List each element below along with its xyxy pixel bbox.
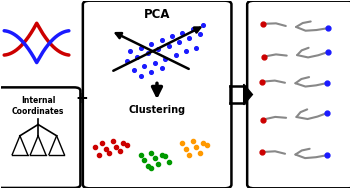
Point: [96, 153, 101, 156]
Point: [159, 67, 164, 70]
Point: [138, 153, 143, 156]
Point: [180, 31, 185, 34]
Point: [110, 140, 115, 143]
Point: [124, 144, 130, 147]
Point: [148, 166, 154, 169]
Point: [117, 149, 122, 152]
Polygon shape: [244, 84, 252, 105]
Text: Clustering: Clustering: [128, 105, 186, 115]
Point: [106, 151, 112, 154]
Point: [201, 24, 206, 27]
Point: [187, 153, 192, 156]
Point: [166, 160, 171, 163]
Text: Internal: Internal: [21, 96, 55, 105]
Point: [166, 44, 171, 47]
Point: [148, 151, 154, 154]
Text: Coordinates: Coordinates: [12, 107, 64, 116]
FancyBboxPatch shape: [247, 1, 351, 188]
Point: [173, 54, 178, 57]
Point: [148, 42, 154, 45]
Point: [127, 50, 133, 53]
Point: [204, 144, 210, 147]
Point: [183, 50, 189, 53]
Point: [194, 46, 199, 49]
Point: [155, 162, 161, 165]
Point: [145, 52, 150, 55]
Point: [194, 146, 199, 149]
Point: [201, 142, 206, 145]
Point: [159, 39, 164, 42]
Text: +: +: [75, 91, 88, 106]
Point: [92, 146, 98, 149]
Point: [141, 159, 147, 162]
Point: [169, 35, 175, 38]
Point: [187, 37, 192, 40]
Point: [120, 142, 126, 145]
Point: [155, 48, 161, 51]
Point: [124, 59, 130, 62]
Point: [159, 153, 164, 156]
Point: [138, 74, 143, 77]
Point: [190, 27, 196, 30]
Point: [131, 69, 136, 72]
Text: PCA: PCA: [144, 8, 170, 21]
Point: [190, 140, 196, 143]
Point: [180, 142, 185, 145]
Point: [138, 46, 143, 49]
Point: [176, 40, 182, 43]
FancyBboxPatch shape: [83, 1, 231, 188]
Point: [134, 55, 140, 58]
Point: [152, 157, 157, 160]
Point: [197, 33, 203, 36]
Point: [99, 142, 105, 145]
Point: [197, 151, 203, 154]
Point: [183, 147, 189, 150]
Point: [103, 147, 108, 150]
FancyBboxPatch shape: [0, 87, 80, 188]
Point: [148, 70, 154, 74]
Point: [152, 61, 157, 64]
Point: [145, 164, 150, 167]
Point: [162, 57, 168, 60]
Point: [113, 146, 119, 149]
Point: [162, 155, 168, 158]
Point: [141, 65, 147, 68]
